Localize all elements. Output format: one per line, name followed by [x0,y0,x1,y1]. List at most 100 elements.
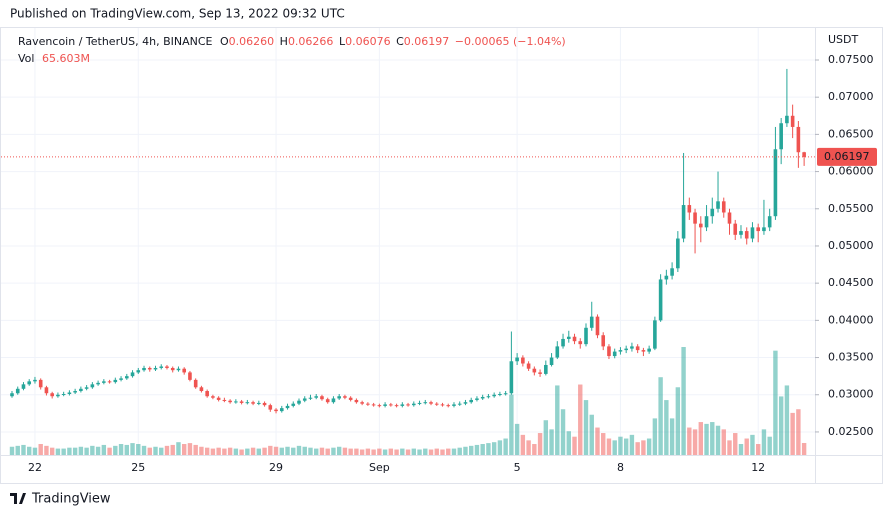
volume-bar [784,385,790,455]
volume-bar [738,444,744,455]
y-tick-label: 0.07000 [828,90,874,103]
volume-bar [153,446,158,455]
candle-body [400,404,405,406]
legend-line: Ravencoin / TetherUS, 4h, BINANCE O0.062… [18,35,566,48]
legend-symbol: Ravencoin / TetherUS, 4h, BINANCE [18,35,213,48]
candle-body [170,367,175,371]
candle-body [371,404,376,406]
volume-bar [572,436,577,455]
candles [10,68,806,414]
candle-body [406,404,410,406]
x-tick-label: Sep [369,461,390,474]
volume-bar [646,438,652,455]
volume-bar [549,429,554,455]
candle-body [216,397,221,400]
legend-change: −0.00065 (−1.04%) [455,35,566,48]
volume-bar [199,446,204,455]
volume-bar [503,438,508,455]
volume-bar [405,449,411,455]
candle-body [113,379,118,383]
volume-bar [767,436,772,455]
volume-bar [578,384,583,455]
volume-bar [308,447,313,455]
volume-bar [560,409,566,455]
candle-body [119,378,123,380]
candle-body [492,394,496,397]
candle-body [38,379,43,388]
candle-body [693,212,697,224]
volume-bar [377,448,382,455]
volume-bar [170,444,175,455]
candle-body [721,201,726,213]
last-price-box [817,147,877,166]
volume-bar [583,400,589,455]
candle-body [796,126,801,153]
candle-body [348,397,353,400]
volume-bar [233,448,239,455]
candle-body [457,403,462,405]
candle-body [595,316,600,336]
volume-bar [394,449,399,455]
candle-body [676,238,680,269]
volume-bar [95,446,101,455]
volume-bar [796,409,801,455]
candle-body [222,399,227,401]
candle-body [498,394,502,395]
candle-body [354,399,359,403]
candle-body [84,387,89,389]
volume-bar [417,449,422,455]
candle-body [779,123,783,150]
volume-bar [629,434,635,455]
volume-bar [532,444,537,455]
candle-body [176,368,181,371]
volume-bar [761,429,767,455]
candle-body [61,394,66,395]
volume-bar [434,448,439,455]
volume-bar [291,447,296,455]
candle-body [79,388,83,392]
candle-body [394,405,399,407]
volume-bar [268,445,273,455]
candle-body [681,205,686,239]
volume-bar [675,387,681,455]
candle-body [325,399,330,403]
candle-body [699,223,703,228]
footer-brand: TradingView [31,492,111,507]
volume-bar [250,447,256,455]
volume-bar [612,440,617,455]
y-tick-label: 0.02500 [828,425,874,438]
volume-bar [687,427,692,455]
y-tick-label: 0.04000 [828,313,874,326]
volume-bar [9,446,15,455]
candle-body [647,348,651,352]
candle-body [234,401,238,403]
volume-bar [698,422,703,455]
volume-bar [336,446,342,455]
volume-bar [773,350,778,455]
volume-bar [314,448,319,455]
candle-body [96,382,100,385]
volume-bar [227,447,233,455]
volume-bar [130,443,135,455]
volume-bar [411,448,416,455]
volume-bar [469,445,474,455]
volume-bar [182,444,187,455]
volume-bar [176,442,181,455]
volume-bar [509,394,514,455]
volume-bar [354,448,359,455]
candle-body [785,115,789,124]
volume-bar [388,448,394,455]
volume-bar [118,444,124,455]
candle-body [291,403,296,406]
candle-body [733,223,738,235]
candle-body [130,372,135,377]
volume-bar [623,438,629,455]
volume-bar [239,449,244,455]
candle-body [641,350,646,352]
x-tick-label: 25 [131,461,145,474]
candle-body [56,394,60,397]
candle-body [142,367,146,371]
candle-body [589,316,594,328]
volume-bar [319,447,325,455]
